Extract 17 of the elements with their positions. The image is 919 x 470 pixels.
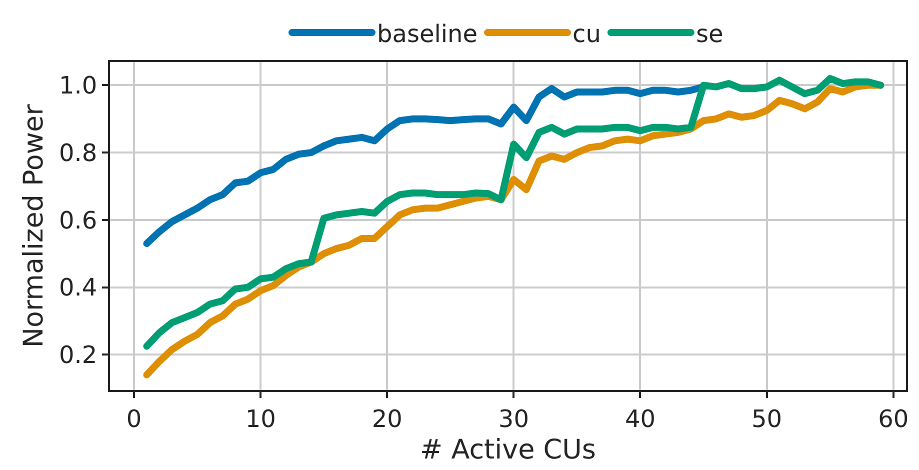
x-tick-label: 0	[126, 404, 142, 433]
y-tick-label: 0.6	[59, 206, 98, 234]
x-tick-label: 40	[624, 404, 656, 433]
y-tick-label: 1.0	[59, 72, 98, 100]
x-tick-label: 60	[878, 404, 909, 433]
x-axis-title: # Active CUs	[420, 434, 596, 466]
y-tick-label: 0.2	[59, 341, 98, 370]
legend-label: cu	[572, 20, 601, 48]
legend-label: se	[696, 20, 724, 48]
x-tick-label: 20	[372, 404, 402, 433]
legend-label: baseline	[377, 20, 478, 48]
y-tick-label: 0.4	[59, 274, 98, 302]
x-tick-label: 50	[752, 404, 782, 433]
y-axis-title: Normalized Power	[18, 103, 50, 348]
y-tick-label: 0.8	[59, 138, 98, 167]
x-tick-label: 10	[245, 404, 276, 433]
x-tick-label: 30	[498, 404, 529, 433]
